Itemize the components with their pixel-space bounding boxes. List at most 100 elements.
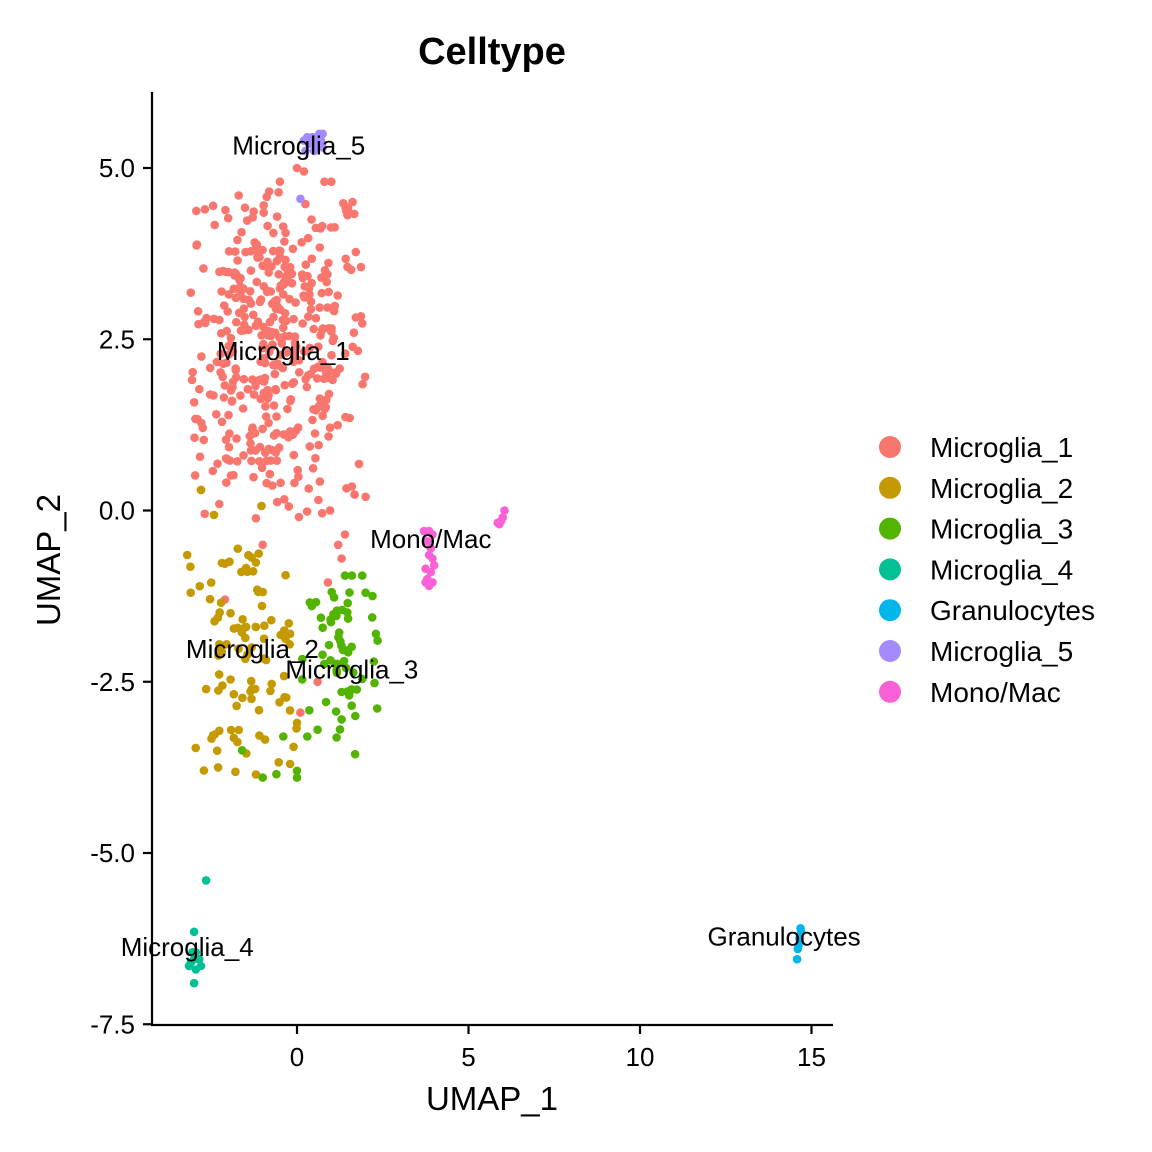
data-point — [305, 343, 315, 353]
data-point — [360, 372, 370, 382]
data-point — [244, 550, 253, 560]
data-point — [272, 456, 282, 466]
data-point — [202, 313, 211, 323]
data-point — [226, 333, 236, 343]
data-point — [317, 508, 327, 518]
data-point — [371, 629, 381, 639]
data-point — [222, 358, 231, 368]
data-point — [264, 418, 273, 428]
data-point — [301, 146, 310, 156]
data-point — [318, 129, 328, 139]
data-point — [426, 567, 436, 577]
data-point — [274, 246, 284, 255]
data-point — [229, 624, 239, 633]
data-point — [320, 659, 329, 669]
cluster-label: Microglia_1 — [217, 336, 350, 366]
data-point — [276, 350, 285, 360]
data-point — [311, 313, 321, 323]
data-point — [263, 221, 272, 231]
data-point — [218, 266, 228, 276]
data-point — [252, 277, 262, 287]
data-point — [302, 382, 312, 392]
data-point — [341, 254, 351, 264]
data-point — [221, 205, 230, 215]
data-point — [265, 469, 275, 479]
data-point — [247, 643, 256, 652]
data-point — [237, 227, 246, 237]
data-point — [269, 401, 279, 410]
data-point — [299, 167, 309, 176]
data-point — [200, 205, 210, 214]
data-point — [358, 379, 367, 389]
series-microglia-5 — [296, 129, 328, 204]
data-point — [237, 746, 247, 755]
data-point — [217, 417, 227, 427]
data-point — [209, 510, 219, 520]
data-point — [285, 262, 295, 272]
y-tick-label: -5.0 — [90, 838, 135, 868]
data-point — [332, 733, 341, 742]
data-point — [279, 280, 289, 289]
data-point — [241, 633, 250, 643]
data-point — [214, 670, 224, 679]
data-point — [302, 507, 312, 516]
data-point — [252, 240, 262, 249]
data-point — [243, 384, 253, 394]
data-point — [321, 697, 331, 707]
data-point — [257, 501, 266, 511]
legend-label: Granulocytes — [930, 595, 1095, 626]
data-point — [316, 136, 326, 145]
data-point — [231, 767, 240, 777]
data-point — [197, 418, 206, 428]
data-point — [350, 209, 359, 219]
data-point — [342, 484, 351, 493]
data-point — [332, 606, 342, 615]
data-point — [493, 518, 503, 528]
cluster-label: Microglia_5 — [232, 130, 365, 160]
data-point — [341, 663, 351, 673]
data-point — [285, 331, 294, 341]
data-point — [275, 305, 285, 314]
data-point — [318, 650, 327, 659]
data-point — [358, 674, 367, 684]
data-point — [292, 163, 302, 173]
data-point — [197, 352, 206, 361]
data-point — [333, 540, 343, 550]
data-point — [311, 453, 320, 463]
data-point — [190, 433, 199, 443]
cluster-label: Microglia_4 — [121, 932, 254, 962]
series-granulocytes — [792, 924, 806, 964]
data-point — [324, 258, 333, 268]
data-point — [270, 296, 280, 306]
data-point — [226, 675, 235, 684]
data-point — [329, 593, 339, 602]
x-axis-title: UMAP_1 — [426, 1080, 558, 1117]
data-point — [184, 961, 194, 971]
data-point — [289, 378, 299, 387]
data-point — [264, 390, 273, 400]
data-point — [238, 693, 247, 703]
data-point — [208, 466, 218, 476]
data-point — [282, 693, 291, 702]
data-point — [216, 598, 226, 607]
data-point — [239, 284, 248, 293]
data-point — [333, 291, 343, 300]
data-point — [298, 654, 307, 664]
data-point — [249, 390, 259, 399]
data-point — [224, 350, 234, 359]
data-point — [270, 361, 280, 370]
data-point — [309, 364, 319, 374]
data-point — [292, 766, 302, 776]
data-point — [305, 290, 314, 299]
data-point — [223, 213, 233, 223]
legend-swatch — [879, 558, 901, 581]
data-point — [325, 423, 335, 433]
data-point — [316, 613, 326, 622]
data-point — [349, 328, 359, 338]
data-point — [358, 319, 367, 328]
data-point — [306, 297, 316, 306]
data-point — [280, 495, 289, 504]
data-point — [304, 484, 314, 493]
data-point — [305, 442, 315, 451]
data-point — [297, 675, 307, 684]
